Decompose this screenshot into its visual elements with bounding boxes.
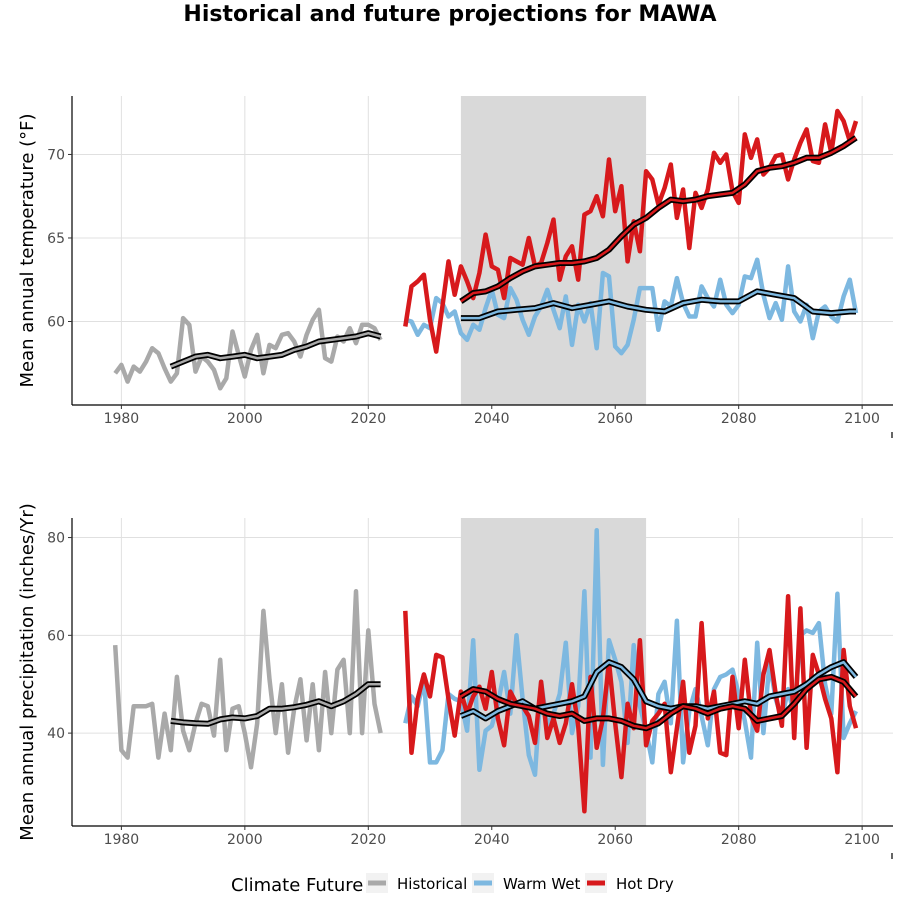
x-tick-label: 2040 <box>474 832 510 848</box>
series-line-historical <box>112 589 383 770</box>
series-line-warm-wet <box>404 257 859 356</box>
x-tick-label: 2080 <box>721 411 757 427</box>
x-tick-label: 2000 <box>227 832 263 848</box>
legend-label-warm-wet: Warm Wet <box>503 875 581 893</box>
x-tick-label: 1980 <box>104 832 140 848</box>
x-tick-label: 2060 <box>597 411 633 427</box>
y-tick-label: 80 <box>47 531 65 547</box>
y-tick-label: 70 <box>47 147 65 163</box>
smooth-line-warm-wet <box>460 290 856 320</box>
legend-title: Climate Future <box>231 875 363 896</box>
x-tick-label: 2080 <box>721 832 757 848</box>
series-line-hot-dry <box>403 108 859 354</box>
smooth-line-hot-dry <box>460 675 857 730</box>
temperature-y-axis-label: Mean annual temperature (°F) <box>17 113 38 387</box>
smooth-line-hot-dry <box>460 136 857 303</box>
legend-label-hot-dry: Hot Dry <box>616 875 674 893</box>
precipitation-panel: 1980 2000 2020 2040 2060 2080 2100 40 60 80 Mean a… <box>17 503 893 859</box>
smooth-line-historical <box>170 331 381 368</box>
x-tick-label: 2060 <box>597 832 633 848</box>
y-tick-label: 60 <box>47 628 65 644</box>
x-tick-label: 2000 <box>227 411 263 427</box>
x-tick-label: 2020 <box>350 832 386 848</box>
smooth-line-warm-wet <box>460 660 857 720</box>
x-tick-label: 2100 <box>844 832 880 848</box>
legend-label-historical: Historical <box>397 875 467 893</box>
y-tick-label: 60 <box>47 314 65 330</box>
x-tick-label: 2040 <box>474 411 510 427</box>
reference-period-band <box>460 96 647 405</box>
precipitation-y-axis-label: Mean annual precipitation (inches/Yr) <box>17 503 38 841</box>
x-tick-label: 1980 <box>104 411 140 427</box>
temperature-panel: 1980 2000 2020 2040 2060 2080 2100 60 65 70 Mean a… <box>17 96 893 438</box>
y-tick-label: 65 <box>47 231 65 247</box>
chart-title: Historical and future projections for MA… <box>183 2 716 27</box>
x-tick-label: 2100 <box>844 411 880 427</box>
legend: Climate Future Historical Warm Wet Hot Dry <box>231 873 674 896</box>
x-tick-label: 2020 <box>350 411 386 427</box>
smooth-line-historical <box>170 682 381 726</box>
y-tick-label: 40 <box>47 726 65 742</box>
